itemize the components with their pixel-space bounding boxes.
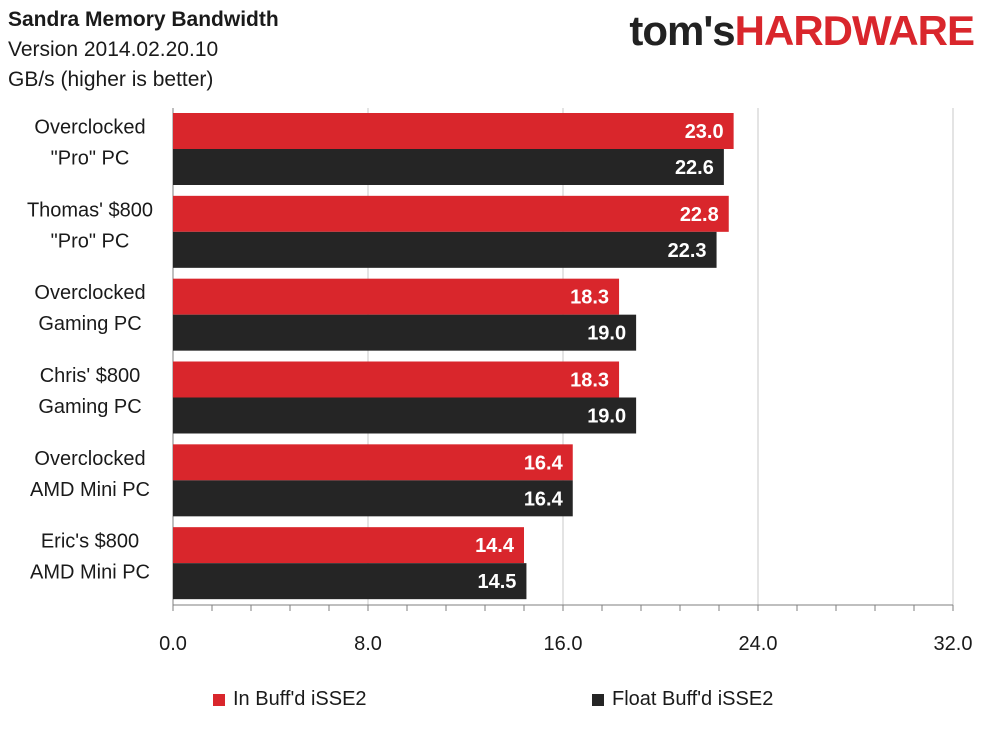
bar: [173, 480, 573, 517]
category-label: Thomas' $800: [27, 199, 153, 221]
bar-value-label: 16.4: [524, 488, 564, 510]
legend-label-float-buffd: Float Buff'd iSSE2: [612, 688, 774, 710]
chart-title: Sandra Memory Bandwidth: [8, 8, 279, 31]
category-label: AMD Mini PC: [30, 562, 150, 584]
bar-value-label: 14.4: [475, 535, 515, 557]
bar: [173, 278, 620, 315]
bar-value-label: 19.0: [587, 406, 626, 428]
category-label: Gaming PC: [38, 313, 141, 335]
category-label: Overclocked: [34, 448, 145, 470]
bar-value-label: 22.6: [675, 157, 714, 179]
bar-value-label: 16.4: [524, 452, 564, 474]
bar: [173, 527, 524, 564]
x-tick-label: 16.0: [544, 633, 583, 655]
bar-value-label: 14.5: [478, 571, 517, 593]
bar-value-label: 23.0: [685, 121, 724, 143]
category-label: Overclocked: [34, 282, 145, 304]
category-label: Eric's $800: [41, 531, 139, 553]
category-label: "Pro" PC: [51, 230, 130, 252]
chart-unit-label: GB/s (higher is better): [8, 68, 214, 91]
legend-item-in-buffd: In Buff'd iSSE2: [213, 688, 367, 711]
bar: [173, 563, 527, 600]
logo-part-toms: tom's: [629, 7, 735, 54]
bar: [173, 231, 717, 268]
category-label: Overclocked: [34, 116, 145, 138]
category-label: Gaming PC: [38, 396, 141, 418]
bar: [173, 195, 729, 232]
legend-swatch-red: [213, 693, 225, 706]
bar-value-label: 22.8: [680, 204, 719, 226]
category-label: "Pro" PC: [51, 147, 130, 169]
bar: [173, 397, 637, 434]
bar-value-label: 19.0: [587, 323, 626, 345]
bar: [173, 361, 620, 398]
legend-swatch-black: [592, 693, 604, 706]
x-tick-label: 8.0: [354, 633, 382, 655]
bar: [173, 149, 724, 185]
bar: [173, 314, 637, 351]
category-label: AMD Mini PC: [30, 479, 150, 501]
legend-label-in-buffd: In Buff'd iSSE2: [233, 688, 367, 710]
legend-item-float-buffd: Float Buff'd iSSE2: [592, 688, 773, 711]
category-label: Chris' $800: [40, 365, 141, 387]
x-tick-label: 32.0: [934, 633, 973, 655]
toms-hardware-logo: tom'sHARDWARE: [629, 6, 975, 56]
x-tick-label: 24.0: [739, 633, 778, 655]
bar-value-label: 22.3: [668, 240, 707, 262]
x-tick-label: 0.0: [159, 633, 187, 655]
bar-value-label: 18.3: [570, 370, 609, 392]
bar-value-label: 18.3: [570, 287, 609, 309]
logo-part-hardware: HARDWARE: [734, 7, 975, 54]
bar: [173, 113, 734, 149]
bar: [173, 444, 573, 481]
chart-subtitle: Version 2014.02.20.10: [8, 38, 219, 61]
